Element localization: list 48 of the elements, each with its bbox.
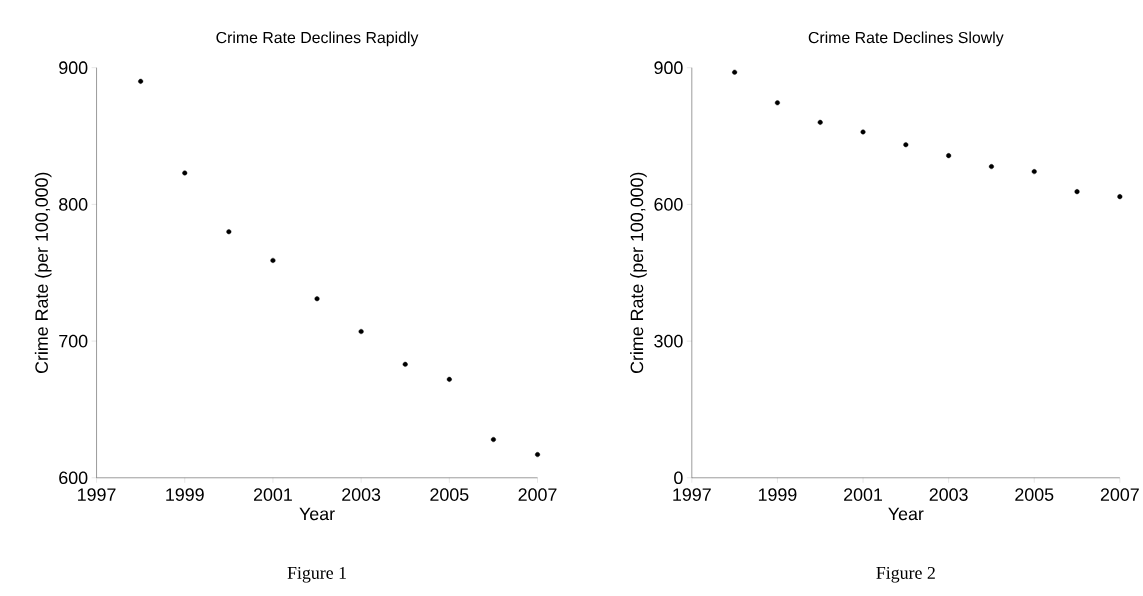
point: [490, 436, 496, 442]
point: [860, 129, 866, 135]
x-tick-label: 2007: [518, 488, 557, 501]
x-tick-label: 2001: [844, 488, 882, 501]
x-tick-label: 2005: [430, 488, 469, 501]
point: [270, 257, 276, 263]
point: [946, 153, 952, 158]
point: [358, 328, 364, 334]
x-tick-label: 2005: [1015, 488, 1054, 501]
point: [446, 376, 452, 382]
x-axis-title: Year: [888, 507, 924, 521]
y-tick-label: 900: [654, 61, 683, 74]
x-tick-label: 1999: [166, 488, 204, 501]
point: [817, 119, 823, 125]
y-tick-label: 700: [59, 334, 88, 348]
point: [402, 361, 408, 367]
point: [1031, 168, 1037, 174]
x-tick-label: 1999: [758, 488, 797, 501]
point: [226, 229, 232, 235]
point: [1117, 194, 1123, 200]
y-axis-title: Crime Rate (per 100,000): [630, 172, 647, 373]
chart-title: Crime Rate Declines Slowly: [808, 31, 1004, 47]
y-axis-title: Crime Rate (per 100,000): [34, 172, 52, 373]
y-tick-label: 600: [59, 471, 88, 484]
x-tick-label: 1997: [673, 488, 711, 501]
x-tick-label: 2003: [929, 488, 968, 501]
x-tick-label: 2007: [1100, 488, 1139, 501]
point: [774, 100, 780, 106]
point: [988, 163, 994, 169]
caption: Figure 2: [876, 566, 935, 583]
x-tick-label: 2001: [253, 488, 292, 501]
point: [1074, 189, 1080, 194]
point: [903, 142, 909, 148]
chart-title: Crime Rate Declines Rapidly: [216, 31, 419, 47]
y-tick-label: 600: [654, 197, 683, 211]
x-tick-label: 1997: [78, 488, 116, 501]
point: [314, 296, 320, 302]
x-tick-label: 2003: [342, 488, 381, 501]
x-axis-title: Year: [299, 507, 335, 521]
y-tick-label: 0: [674, 471, 683, 484]
point: [535, 451, 541, 457]
y-tick-label: 800: [59, 197, 88, 211]
point: [138, 78, 144, 84]
point: [732, 69, 738, 75]
caption: Figure 1: [287, 566, 346, 583]
y-tick-label: 300: [654, 334, 683, 348]
point: [182, 170, 188, 176]
y-tick-label: 900: [59, 61, 88, 74]
